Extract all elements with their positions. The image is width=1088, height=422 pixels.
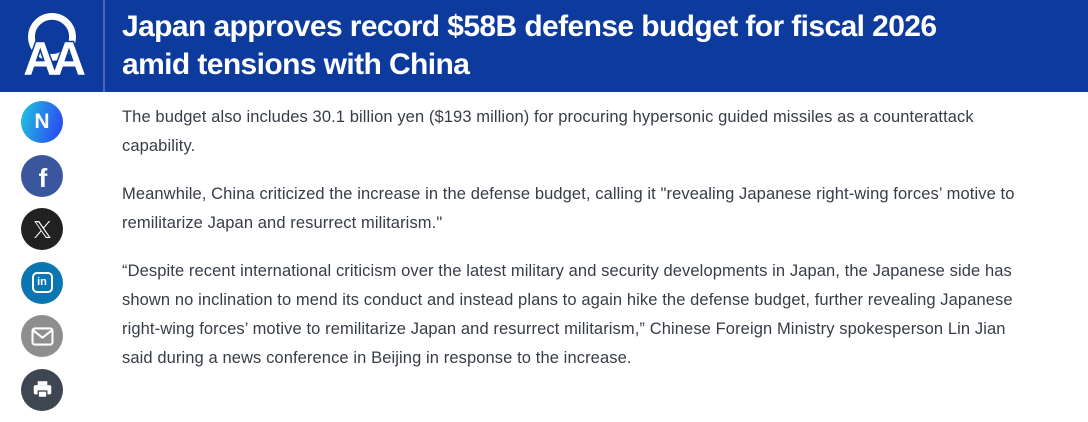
print-icon: [33, 381, 51, 398]
aa-logo-icon: AA: [21, 12, 90, 84]
header-divider: [103, 0, 105, 92]
x-icon: [33, 220, 51, 238]
article-paragraph: Meanwhile, China criticized the increase…: [122, 185, 1015, 232]
share-print-button[interactable]: [21, 368, 63, 411]
header: AA Japan approves record $58B defense bu…: [0, 0, 1088, 92]
article-paragraph: The budget also includes 30.1 billion ye…: [122, 108, 974, 155]
share-nsosyal-button[interactable]: N: [21, 101, 63, 143]
article-paragraph: “Despite recent international criticism …: [122, 262, 1013, 367]
share-facebook-button[interactable]: f: [21, 154, 63, 197]
linkedin-icon: in: [31, 272, 53, 293]
share-x-button[interactable]: [21, 208, 63, 250]
facebook-icon: f: [38, 162, 48, 193]
email-icon: [30, 326, 54, 346]
nsosyal-icon: N: [34, 109, 50, 133]
article-headline: Japan approves record $58B defense budge…: [122, 10, 937, 81]
svg-text:AA: AA: [23, 32, 85, 84]
share-email-button[interactable]: [21, 315, 63, 357]
content: N f in The budget al: [0, 92, 1088, 422]
anadolu-agency-logo[interactable]: AA: [0, 0, 103, 92]
share-linkedin-button[interactable]: in: [21, 261, 63, 304]
article-body: The budget also includes 30.1 billion ye…: [122, 92, 1062, 392]
share-bar: N f in: [0, 92, 122, 422]
